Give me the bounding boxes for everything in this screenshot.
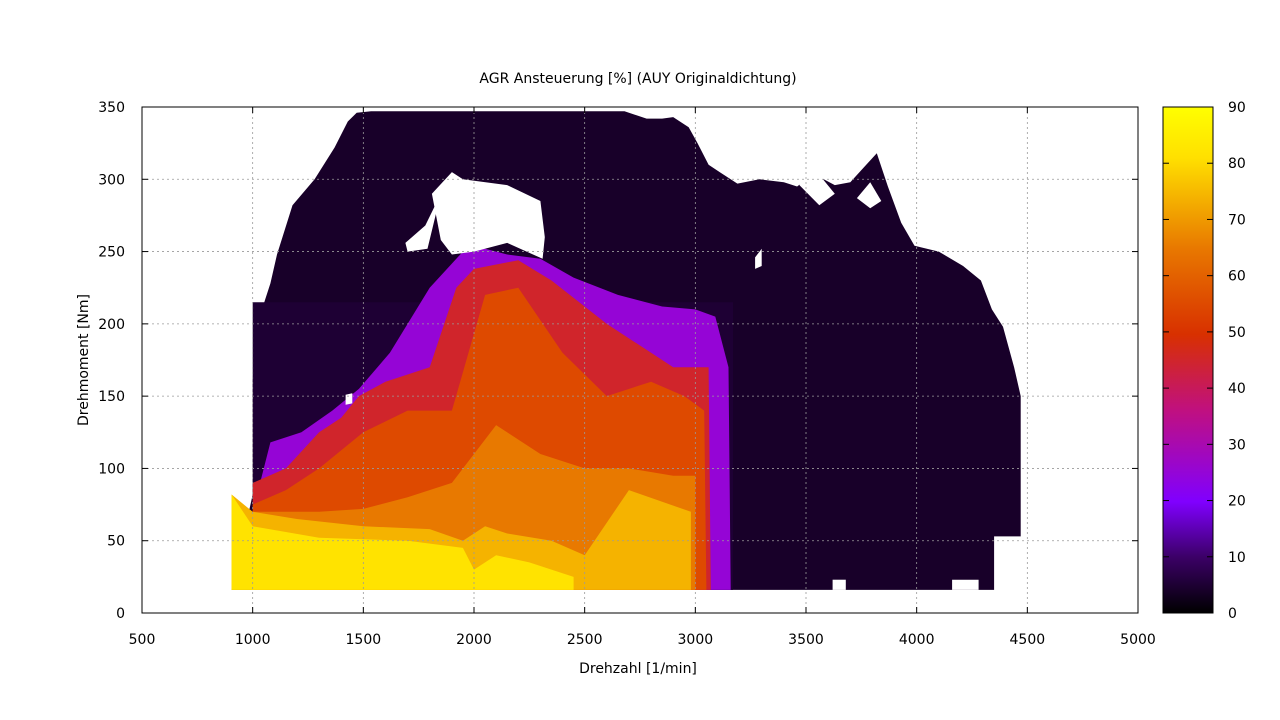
x-tick-label: 4500	[1010, 632, 1046, 648]
empty-cell-2	[799, 172, 835, 206]
colorbar-tick-label: 20	[1228, 494, 1246, 510]
y-tick-label: 100	[98, 461, 125, 477]
plot-frame	[141, 106, 1139, 614]
empty-cell-5	[345, 393, 353, 405]
x-axis: 500 1000 1500 2000 2500 3000 3500 4000 4500 5000	[129, 107, 1156, 648]
y-tick-label: 250	[98, 245, 125, 261]
x-tick-label: 500	[129, 632, 156, 648]
y-tick-label: 350	[98, 100, 125, 116]
empty-cell-0	[431, 172, 545, 259]
y-tick-label: 150	[98, 389, 125, 405]
x-axis-label: Drehzahl [1/min]	[579, 661, 697, 677]
y-axis: 0 50 100 150 200 250 300 350	[98, 100, 1138, 622]
chart-title: AGR Ansteuerung [%] (AUY Originaldichtun…	[479, 71, 796, 87]
x-tick-label: 2500	[567, 632, 603, 648]
x-tick-label: 3500	[788, 632, 824, 648]
colorbar-tick-label: 40	[1228, 381, 1246, 397]
colorbar-tick-label: 70	[1228, 212, 1246, 228]
y-tick-label: 50	[107, 534, 125, 550]
empty-cell-6	[832, 579, 846, 590]
x-tick-label: 2000	[456, 632, 492, 648]
colorbar-tick-label: 50	[1228, 325, 1246, 341]
empty-cell-3	[856, 182, 882, 209]
colorbar	[1162, 106, 1214, 614]
empty-cell-4	[755, 248, 762, 269]
x-tick-label: 1000	[235, 632, 271, 648]
colorbar-tick-label: 60	[1228, 269, 1246, 285]
y-tick-label: 300	[98, 172, 125, 188]
y-axis-label: Drehmoment [Nm]	[76, 294, 92, 426]
x-tick-label: 3000	[678, 632, 714, 648]
grid-lines	[142, 107, 1138, 613]
empty-cell-1	[405, 193, 441, 252]
heat-region-6	[231, 494, 574, 590]
heatmap-layer	[231, 111, 1021, 590]
colorbar-tick-label: 30	[1228, 437, 1246, 453]
empty-cell-7	[952, 579, 979, 590]
colorbar-tick-label: 90	[1228, 100, 1246, 116]
colorbar-tick-label: 80	[1228, 156, 1246, 172]
y-tick-label: 0	[116, 606, 125, 622]
y-tick-label: 200	[98, 317, 125, 333]
colorbar-tick-label: 10	[1228, 550, 1246, 566]
x-tick-label: 5000	[1120, 632, 1156, 648]
colorbar-tick-label: 0	[1228, 606, 1237, 622]
x-tick-label: 1500	[346, 632, 382, 648]
colorbar-ticks: 0 10 20 30 40 50 60 70 80 90	[1163, 100, 1246, 622]
x-tick-label: 4000	[899, 632, 935, 648]
